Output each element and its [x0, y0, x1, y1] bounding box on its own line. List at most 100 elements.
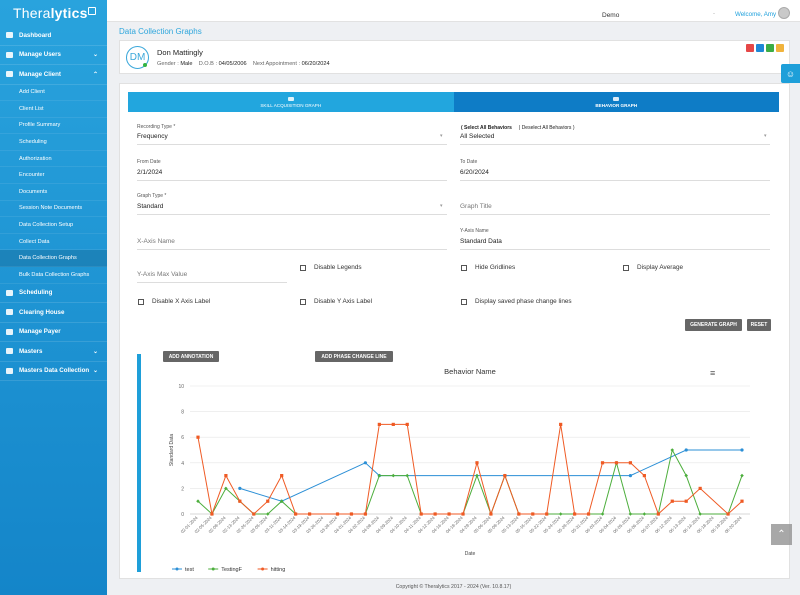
legend-label[interactable]: hitting	[271, 567, 286, 573]
data-point	[196, 499, 200, 503]
sidebar-subitem-label: Bulk Data Collection Graphs	[19, 271, 90, 278]
display-average-checkbox[interactable]: Display Average	[623, 264, 683, 271]
data-point	[349, 512, 354, 516]
sidebar-subitem-scheduling[interactable]: Scheduling	[0, 134, 107, 151]
data-point	[670, 448, 675, 452]
disable-legends-checkbox[interactable]: Disable Legends	[300, 264, 362, 271]
sidebar-subitem-documents[interactable]: Documents	[0, 184, 107, 201]
menu-toggle-icon[interactable]	[88, 7, 96, 15]
data-point	[196, 435, 200, 439]
sidebar-subitem-session-note-documents[interactable]: Session Note Documents	[0, 201, 107, 218]
checkbox-icon	[623, 264, 629, 271]
legend-label[interactable]: test	[185, 567, 194, 573]
tab-behavior[interactable]: BEHAVIOR GRAPH	[453, 92, 779, 112]
checkbox-icon	[461, 298, 467, 305]
add-phase-change-line-button[interactable]: ADD PHASE CHANGE LINE	[315, 351, 393, 362]
sidebar-subitem-add-client[interactable]: Add Client	[0, 85, 107, 102]
patient-name[interactable]: Don Mattingly	[157, 48, 203, 57]
graph-type-select[interactable]: Standard	[137, 203, 164, 210]
sidebar-subitem-authorization[interactable]: Authorization	[0, 151, 107, 168]
phase-change-lines-checkbox[interactable]: Display saved phase change lines	[461, 298, 572, 305]
graph-icon	[613, 96, 620, 101]
hide-gridlines-checkbox[interactable]: Hide Gridlines	[461, 264, 515, 271]
checkbox-label: Disable X Axis Label	[152, 298, 211, 305]
patient-avatar: DM	[126, 46, 149, 69]
data-point	[238, 486, 242, 490]
tab-label: SKILL ACQUISITION GRAPH	[260, 102, 322, 108]
sidebar-subitem-bulk-data-collection-graphs[interactable]: Bulk Data Collection Graphs	[0, 267, 107, 284]
data-point	[363, 512, 367, 516]
checkbox-icon	[300, 264, 306, 271]
tab-skill-acquisition[interactable]: SKILL ACQUISITION GRAPH	[128, 92, 454, 112]
users-icon	[6, 51, 13, 58]
sidebar-item-scheduling[interactable]: Scheduling	[0, 284, 107, 304]
phone-icon[interactable]	[756, 44, 764, 52]
data-point	[433, 512, 437, 516]
patient-initials: DM	[129, 52, 146, 63]
divider	[137, 214, 447, 215]
data-point	[698, 486, 702, 490]
sidebar-subitem-label: Data Collection Graphs	[19, 255, 77, 262]
select-all-behaviors-link[interactable]: ( Select All Behaviors	[461, 125, 512, 131]
data-point	[726, 512, 730, 516]
sidebar-subitem-data-collection-setup[interactable]: Data Collection Setup	[0, 217, 107, 234]
divider	[137, 144, 447, 145]
sidebar-item-label: Clearing House	[19, 308, 65, 316]
data-point	[531, 512, 535, 516]
sidebar-subitem-data-collection-graphs[interactable]: Data Collection Graphs	[0, 250, 107, 268]
sidebar-item-masters-data-collection[interactable]: Masters Data Collection ⌄	[0, 362, 107, 382]
sidebar-item-label: Manage Client	[19, 70, 61, 78]
reset-button[interactable]: RESET	[747, 319, 771, 331]
chart-menu-icon[interactable]: ≡	[710, 368, 715, 378]
tag-icon[interactable]	[746, 44, 754, 52]
legend-label[interactable]: TestingF	[221, 567, 242, 573]
caret-down-icon: ▾	[440, 133, 443, 139]
sidebar-item-masters[interactable]: Masters ⌄	[0, 342, 107, 362]
y-axis-max-input[interactable]: Y-Axis Max Value	[137, 271, 188, 278]
patient-header: DM Don Mattingly Gender : Male D.O.B : 0…	[119, 40, 790, 74]
next-appointment-label: Next Appointment :	[252, 61, 301, 67]
sidebar-item-dashboard[interactable]: Dashboard	[0, 26, 107, 46]
sidebar-item-manage-users[interactable]: Manage Users ⌄	[0, 46, 107, 65]
from-date-input[interactable]: 2/1/2024	[137, 169, 163, 176]
data-point	[600, 461, 605, 465]
generate-graph-button[interactable]: GENERATE GRAPH	[685, 319, 742, 331]
checkbox-label: Disable Y Axis Label	[314, 298, 373, 305]
disable-y-axis-label-checkbox[interactable]: Disable Y Axis Label	[300, 298, 372, 305]
data-point	[740, 473, 744, 478]
scroll-top-button[interactable]: ⌃	[771, 524, 792, 545]
user-icon: ☺	[785, 68, 796, 79]
add-annotation-button[interactable]: ADD ANNOTATION	[163, 351, 219, 362]
sidebar-subitem-collect-data[interactable]: Collect Data	[0, 234, 107, 251]
data-point	[419, 512, 423, 516]
sidebar-subitem-encounter[interactable]: Encounter	[0, 167, 107, 185]
chart-side-bar	[137, 354, 141, 572]
avatar[interactable]	[778, 7, 790, 19]
note-icon[interactable]	[776, 44, 784, 52]
data-point	[628, 512, 633, 516]
sidebar-subitem-client-list[interactable]: Client List	[0, 101, 107, 118]
logo-text-bold: lytics	[50, 5, 88, 21]
user-panel-button[interactable]: ☺	[781, 64, 800, 83]
masters-icon	[6, 348, 13, 355]
disable-x-axis-label-checkbox[interactable]: Disable X Axis Label	[138, 298, 210, 305]
data-point	[684, 499, 688, 503]
sidebar-item-clearing-house[interactable]: Clearing House	[0, 303, 107, 323]
graph-title-input[interactable]: Graph Title	[460, 203, 492, 210]
sidebar-item-label: Masters	[19, 347, 43, 355]
sidebar-subitem-profile-summary[interactable]: Profile Summary	[0, 118, 107, 135]
y-axis-name-input[interactable]: Standard Data	[460, 238, 502, 245]
to-date-input[interactable]: 6/20/2024	[460, 169, 489, 176]
sidebar-item-manage-client[interactable]: Manage Client ⌃	[0, 65, 107, 85]
data-point	[545, 512, 549, 516]
sidebar-item-manage-payer[interactable]: Manage Payer	[0, 323, 107, 343]
download-icon[interactable]	[766, 44, 774, 52]
x-axis-name-input[interactable]: X-Axis Name	[137, 238, 175, 245]
deselect-all-behaviors-link[interactable]: | Deselect All Behaviors )	[519, 125, 575, 131]
divider	[137, 249, 447, 250]
behaviors-select[interactable]: All Selected	[460, 133, 495, 140]
data-point	[642, 474, 646, 478]
welcome-user[interactable]: Welcome, Amy	[735, 11, 777, 18]
recording-type-select[interactable]: Frequency	[137, 133, 168, 140]
top-bar: Demo - Welcome, Amy	[107, 0, 800, 22]
